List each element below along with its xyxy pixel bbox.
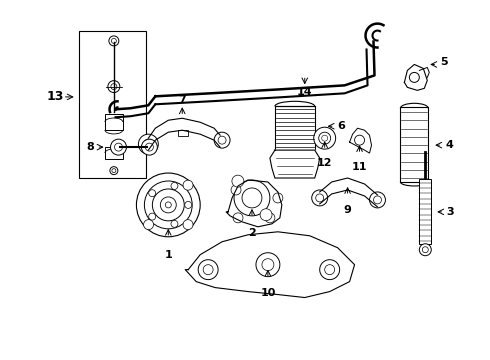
Circle shape — [183, 220, 193, 230]
Circle shape — [144, 220, 153, 230]
Bar — [275, 106, 315, 150]
Polygon shape — [185, 232, 355, 298]
Text: 5: 5 — [441, 58, 448, 67]
Circle shape — [369, 192, 386, 208]
Text: 6: 6 — [338, 121, 345, 131]
Circle shape — [256, 253, 280, 276]
Text: 10: 10 — [260, 288, 275, 298]
Polygon shape — [404, 64, 427, 90]
Circle shape — [108, 81, 120, 93]
Text: 8: 8 — [87, 142, 95, 152]
Bar — [400, 107, 428, 182]
Circle shape — [138, 134, 158, 154]
Text: 3: 3 — [446, 207, 454, 217]
Circle shape — [232, 175, 244, 187]
Polygon shape — [270, 150, 319, 178]
Polygon shape — [226, 180, 282, 227]
Circle shape — [136, 173, 200, 237]
Text: 13: 13 — [47, 90, 64, 103]
Circle shape — [231, 185, 241, 195]
Text: 12: 12 — [317, 158, 332, 168]
Circle shape — [198, 260, 218, 280]
Text: 11: 11 — [352, 162, 368, 172]
Text: 2: 2 — [248, 228, 256, 238]
Circle shape — [265, 213, 275, 223]
Circle shape — [319, 260, 340, 280]
Polygon shape — [349, 128, 371, 153]
Circle shape — [171, 220, 178, 227]
Circle shape — [109, 36, 119, 46]
Circle shape — [142, 139, 157, 155]
Bar — [178, 130, 188, 136]
Circle shape — [111, 139, 126, 155]
Circle shape — [185, 201, 192, 208]
Circle shape — [312, 190, 328, 206]
Text: 4: 4 — [445, 140, 453, 150]
Text: 7: 7 — [178, 95, 186, 105]
Circle shape — [314, 127, 336, 149]
Bar — [78, 31, 147, 178]
Circle shape — [273, 193, 283, 203]
Text: 1: 1 — [165, 250, 172, 260]
Circle shape — [214, 132, 230, 148]
Circle shape — [148, 213, 156, 220]
Circle shape — [234, 180, 270, 216]
Circle shape — [260, 209, 272, 221]
Text: 9: 9 — [343, 205, 351, 215]
Text: 14: 14 — [297, 87, 313, 97]
Bar — [419, 179, 431, 244]
Circle shape — [233, 213, 243, 223]
Circle shape — [171, 183, 178, 189]
Circle shape — [183, 180, 193, 190]
Circle shape — [148, 190, 156, 197]
Circle shape — [110, 167, 118, 175]
Circle shape — [145, 181, 192, 229]
Bar — [105, 114, 123, 130]
Bar — [105, 147, 123, 159]
Circle shape — [419, 244, 431, 256]
